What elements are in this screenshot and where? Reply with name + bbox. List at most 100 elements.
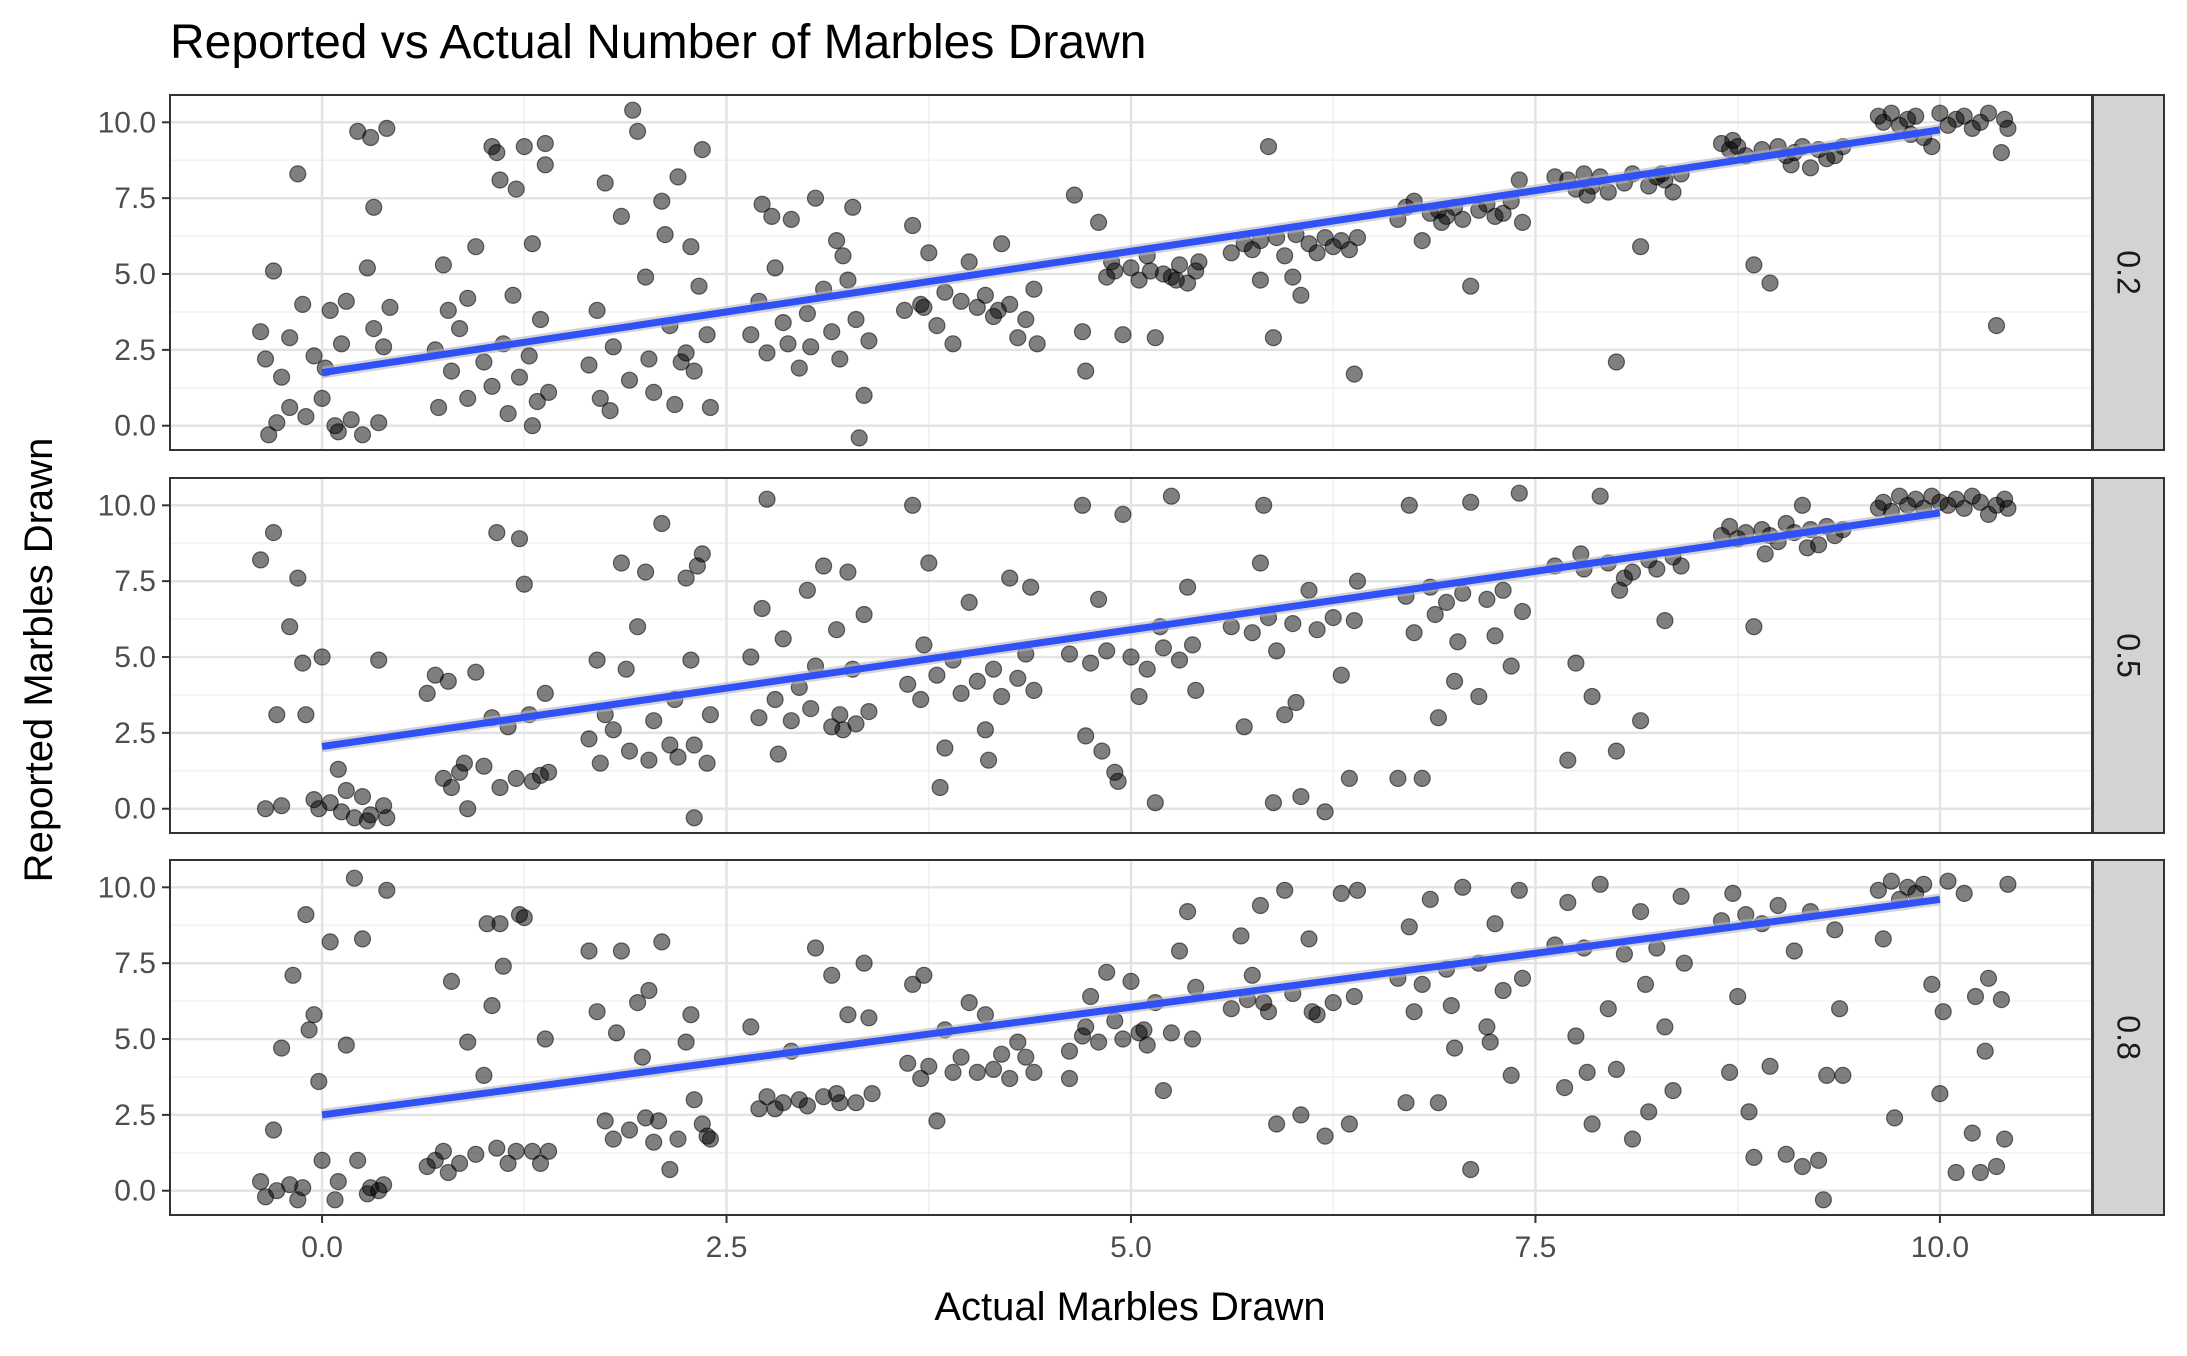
y-axis-label: Reported Marbles Drawn [17, 438, 61, 883]
data-point [1915, 875, 1933, 893]
data-point [310, 800, 328, 818]
data-point [1648, 560, 1666, 578]
data-point [1345, 365, 1363, 383]
data-point [536, 684, 554, 703]
data-point [1081, 987, 1100, 1006]
data-point [1675, 954, 1693, 972]
data-point [666, 395, 684, 414]
data-point [753, 599, 771, 618]
data-point [847, 1094, 865, 1112]
data-point [1756, 545, 1774, 563]
data-point [1303, 1003, 1321, 1021]
data-point [1583, 687, 1601, 706]
data-point [1478, 1018, 1496, 1036]
data-point [1631, 902, 1650, 921]
data-point [1513, 969, 1532, 987]
data-point [1316, 1127, 1334, 1145]
data-point [960, 593, 978, 612]
data-point [1834, 1066, 1852, 1085]
data-point [294, 295, 312, 313]
data-point [1009, 1033, 1027, 1051]
data-point [758, 490, 776, 508]
data-point [656, 226, 674, 244]
data-point [353, 787, 372, 806]
data-point [491, 915, 509, 933]
data-point [628, 993, 647, 1012]
data-point [329, 760, 347, 778]
y-tick-label: 7.5 [114, 565, 156, 598]
data-point [1426, 605, 1444, 624]
data-point [1798, 539, 1816, 557]
data-point [1931, 104, 1949, 122]
data-point [1761, 274, 1779, 292]
data-point [268, 414, 286, 432]
data-point [375, 338, 393, 356]
data-point [1578, 1063, 1596, 1082]
data-point [633, 1048, 652, 1066]
data-point [661, 736, 679, 754]
data-point [847, 310, 865, 329]
data-point [1138, 660, 1156, 678]
data-point [256, 800, 275, 818]
data-point [588, 301, 606, 319]
data-point [823, 323, 841, 341]
data-point [483, 996, 501, 1015]
data-point [1162, 487, 1181, 505]
data-point [588, 651, 606, 669]
data-point [1162, 1024, 1181, 1042]
data-point [1089, 590, 1108, 609]
data-point [591, 754, 609, 772]
data-point [742, 1018, 760, 1036]
data-point [604, 338, 622, 356]
data-point [612, 554, 631, 572]
data-point [483, 138, 501, 156]
data-point [677, 569, 695, 587]
data-point [1555, 1078, 1574, 1097]
y-tick-label: 5.0 [114, 258, 156, 291]
data-point [515, 908, 533, 927]
data-point [1510, 171, 1528, 189]
data-point [1284, 614, 1302, 633]
data-point [284, 966, 302, 984]
data-point [1130, 687, 1148, 706]
data-point [1400, 496, 1418, 514]
data-point [1724, 884, 1742, 903]
y-tick-label: 0.0 [114, 1175, 156, 1208]
data-point [536, 134, 554, 153]
data-point [337, 781, 355, 800]
data-point [1729, 987, 1747, 1006]
data-point [682, 238, 700, 256]
data-point [1109, 772, 1127, 791]
data-point [439, 672, 457, 690]
data-point [1183, 636, 1202, 654]
data-point [1782, 156, 1800, 174]
data-point [1222, 1000, 1240, 1018]
data-point [844, 198, 862, 216]
data-point [915, 636, 933, 654]
data-point [1513, 602, 1532, 621]
data-point [672, 353, 690, 371]
data-point [1720, 1063, 1739, 1082]
data-point [1874, 930, 1892, 948]
data-point [1955, 107, 1973, 125]
data-point [289, 165, 307, 183]
data-point [645, 1133, 663, 1151]
data-point [850, 429, 868, 447]
data-point [640, 981, 658, 1000]
data-point [653, 192, 671, 210]
data-point [1486, 627, 1504, 645]
data-point [624, 101, 642, 119]
data-point [1869, 881, 1888, 899]
data-point [313, 1151, 331, 1170]
data-point [268, 706, 286, 724]
data-point [742, 326, 760, 344]
data-point [1413, 769, 1431, 788]
data-point [936, 283, 954, 301]
data-point [912, 1069, 930, 1088]
data-point [1187, 681, 1205, 700]
data-point [1623, 1130, 1642, 1148]
data-point [596, 1112, 614, 1130]
data-point [1251, 896, 1270, 915]
data-point [992, 1045, 1011, 1063]
y-tick-label: 10.0 [98, 489, 156, 522]
